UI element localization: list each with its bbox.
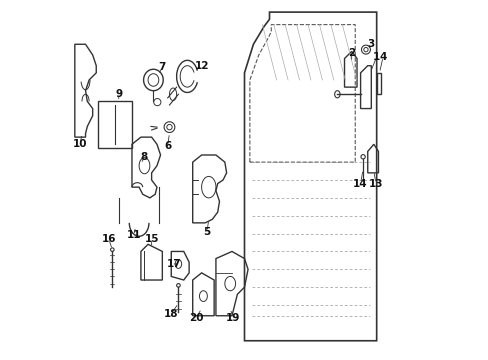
Text: 10: 10 <box>73 139 87 149</box>
Text: 11: 11 <box>126 230 141 240</box>
Text: 5: 5 <box>203 227 210 237</box>
Text: 1: 1 <box>372 52 380 62</box>
Text: 14: 14 <box>352 179 367 189</box>
Text: 7: 7 <box>158 63 166 72</box>
Text: 17: 17 <box>166 259 181 269</box>
Text: 8: 8 <box>141 152 148 162</box>
Text: 16: 16 <box>102 234 116 244</box>
Text: 4: 4 <box>379 52 386 62</box>
Text: 3: 3 <box>367 39 374 49</box>
Text: 9: 9 <box>115 89 122 99</box>
Text: 20: 20 <box>189 312 203 323</box>
Text: 19: 19 <box>225 312 240 323</box>
Text: 6: 6 <box>164 141 171 151</box>
Text: 2: 2 <box>347 48 355 58</box>
Text: 13: 13 <box>368 179 383 189</box>
Text: 12: 12 <box>194 61 208 71</box>
Text: 18: 18 <box>163 309 178 319</box>
Text: 15: 15 <box>144 234 159 244</box>
Bar <box>98 102 132 148</box>
